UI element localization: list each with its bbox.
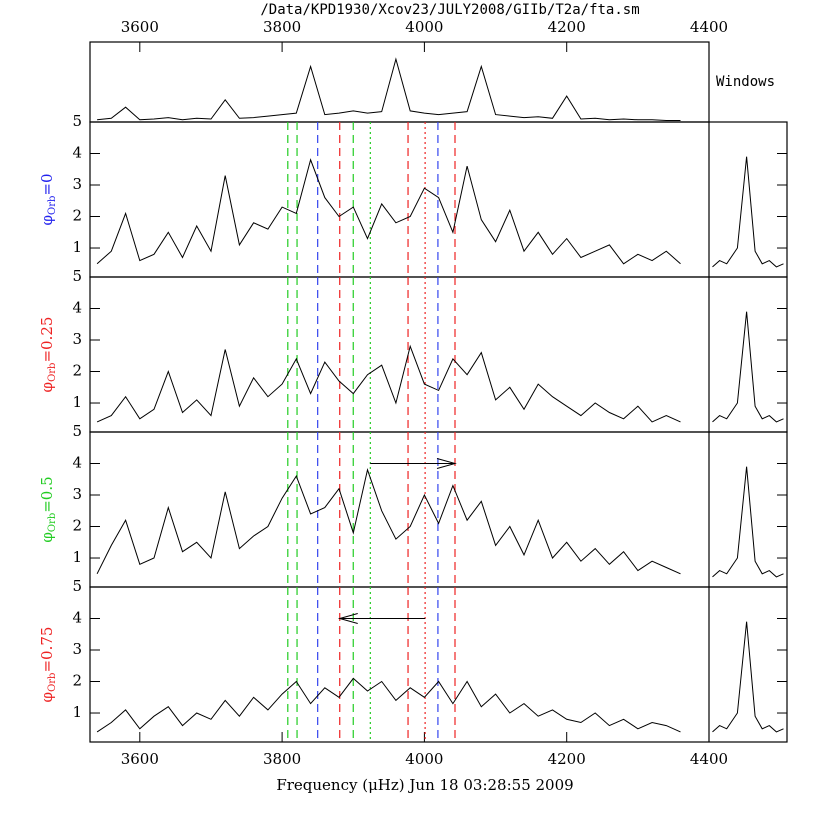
panel-label-sub: Orb: [47, 673, 58, 692]
spectrum-line: [96, 344, 681, 423]
y-tick-label: 3: [72, 640, 82, 658]
x-tick-label: 4200: [548, 750, 586, 768]
window-spectrum: [712, 156, 784, 268]
y-tick-label: 3: [72, 330, 82, 348]
panel-label-value: =0.75: [38, 627, 56, 673]
y-tick-label: 5: [72, 577, 82, 595]
x-tick-label-top: 4200: [548, 18, 586, 36]
x-tick-label-top: 3800: [263, 18, 301, 36]
y-tick-label: 3: [72, 175, 82, 193]
y-tick-label: 2: [72, 207, 82, 225]
spectrum-line: [96, 677, 681, 733]
panel-label-sub: Orb: [47, 363, 58, 382]
window-panel-frame: [89, 41, 710, 123]
panel-label-value: =0.5: [38, 476, 56, 512]
panel-label-symbol: φ: [38, 692, 56, 703]
x-tick-label: 4000: [405, 750, 443, 768]
y-tick-label: 3: [72, 485, 82, 503]
y-tick-label: 4: [72, 299, 82, 317]
panel-label: φOrb=0.25: [38, 317, 58, 393]
y-tick-label: 1: [72, 548, 82, 566]
window-spectrum: [712, 466, 784, 578]
y-tick-label: 4: [72, 609, 82, 627]
y-tick-label: 5: [72, 422, 82, 440]
panel-label-sub: Orb: [47, 196, 58, 215]
y-tick-label: 2: [72, 517, 82, 535]
x-tick-label: 4400: [690, 750, 728, 768]
panel-label: φOrb=0.75: [38, 627, 58, 703]
window-spectrum: [712, 311, 784, 423]
panel-label-symbol: φ: [38, 532, 56, 543]
y-tick-label: 4: [72, 144, 82, 162]
window-label: Windows: [716, 74, 775, 90]
x-tick-label: 3600: [121, 750, 159, 768]
y-tick-label: 1: [72, 238, 82, 256]
y-tick-label: 1: [72, 703, 82, 721]
panel-label-symbol: φ: [38, 215, 56, 226]
x-axis-label: Frequency (μHz) Jun 18 03:28:55 2009: [276, 776, 573, 794]
y-tick-label: 5: [72, 267, 82, 285]
spectrum-line: [96, 467, 681, 575]
x-tick-label: 3800: [263, 750, 301, 768]
panel-label-sub: Orb: [47, 513, 58, 532]
panel-label-symbol: φ: [38, 382, 56, 393]
panel-label: φOrb=0.5: [38, 476, 58, 542]
y-tick-label: 2: [72, 362, 82, 380]
x-tick-label-top: 3600: [121, 18, 159, 36]
y-tick-label: 1: [72, 393, 82, 411]
window-line: [97, 57, 681, 121]
panel-label: φOrb=0: [38, 173, 58, 225]
window-spectrum: [712, 621, 784, 733]
x-tick-label-top: 4400: [690, 18, 728, 36]
arrow-head: [436, 458, 457, 469]
spectrum-line: [96, 158, 681, 265]
chart-title: /Data/KPD1930/Xcov23/JULY2008/GIIb/T2a/f…: [260, 2, 639, 18]
y-tick-label: 2: [72, 672, 82, 690]
y-tick-label: 5: [72, 112, 82, 130]
x-tick-label-top: 4000: [405, 18, 443, 36]
panel-label-value: =0.25: [38, 317, 56, 363]
y-tick-label: 4: [72, 454, 82, 472]
panel-label-value: =0: [38, 173, 56, 195]
arrow-head: [337, 613, 358, 624]
